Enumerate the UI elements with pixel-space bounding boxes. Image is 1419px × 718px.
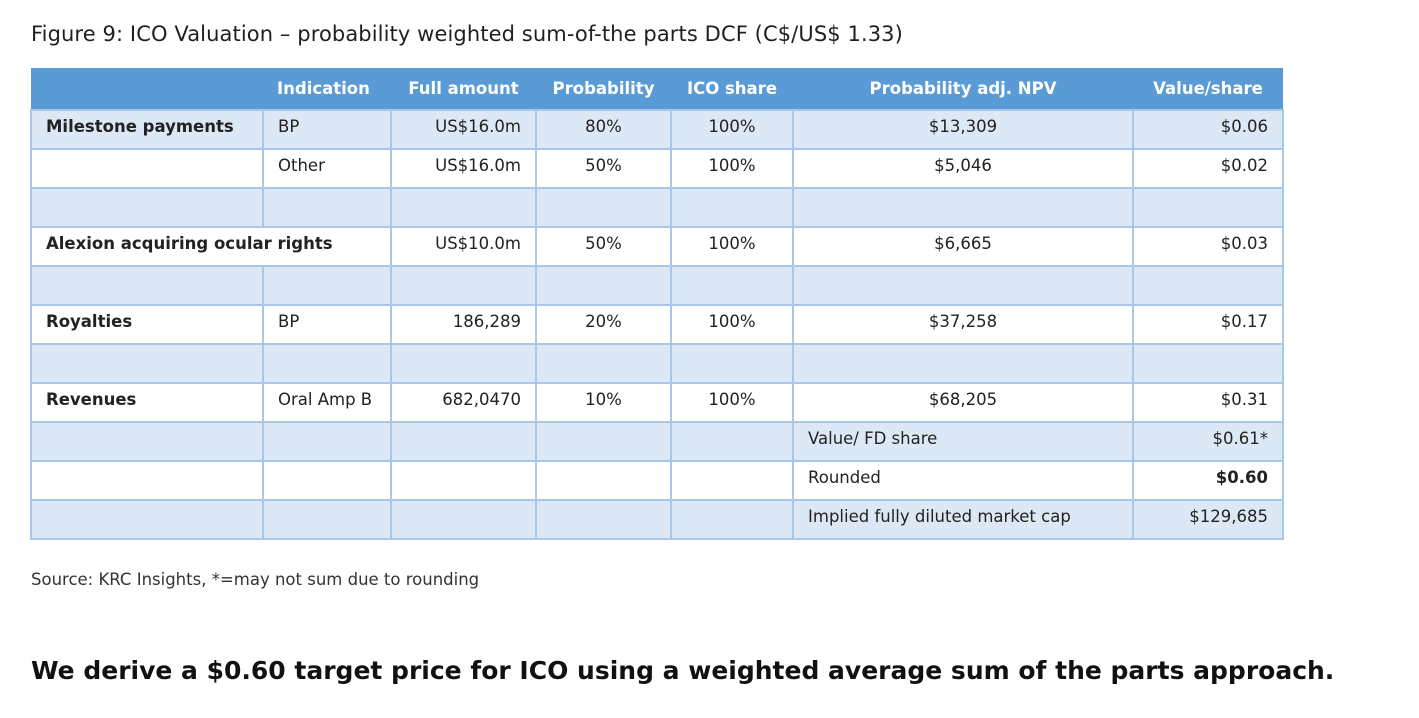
empty-cell: [390, 499, 537, 540]
empty-cell: [1132, 265, 1284, 306]
indication-cell: BP: [262, 109, 392, 150]
npv-cell: $5,046: [792, 148, 1134, 189]
rounded-value: $0.60: [1132, 460, 1284, 501]
row-label: [30, 148, 264, 189]
row-label: Royalties: [30, 304, 264, 345]
table-row: [30, 187, 1284, 228]
row-label: Alexion acquiring ocular rights: [30, 226, 392, 267]
source-note: Source: KRC Insights, *=may not sum due …: [31, 570, 480, 589]
probability-cell: 20%: [535, 304, 672, 345]
empty-cell: [670, 460, 794, 501]
header-prob-adj-npv: Probability adj. NPV: [793, 68, 1133, 111]
full-amount-cell: 682,0470: [390, 382, 537, 423]
row-label: Milestone payments: [30, 109, 264, 150]
probability-cell: 10%: [535, 382, 672, 423]
header-cell: [31, 68, 263, 111]
empty-cell: [390, 187, 537, 228]
value-share-cell: $0.02: [1132, 148, 1284, 189]
value-share-cell: $0.06: [1132, 109, 1284, 150]
empty-cell: [670, 187, 794, 228]
value-share-cell: $0.03: [1132, 226, 1284, 267]
empty-cell: [30, 187, 264, 228]
probability-cell: 50%: [535, 148, 672, 189]
empty-cell: [670, 265, 794, 306]
npv-cell: $13,309: [792, 109, 1134, 150]
table-row: Other US$16.0m 50% 100% $5,046 $0.02: [30, 148, 1284, 189]
npv-cell: $68,205: [792, 382, 1134, 423]
probability-cell: 50%: [535, 226, 672, 267]
conclusion-text: We derive a $0.60 target price for ICO u…: [31, 656, 1335, 685]
table-row: Revenues Oral Amp B 682,0470 10% 100% $6…: [30, 382, 1284, 423]
empty-cell: [792, 343, 1134, 384]
summary-label: Rounded: [792, 460, 1134, 501]
header-ico-share: ICO share: [671, 68, 793, 111]
market-cap-value: $129,685: [1132, 499, 1284, 540]
empty-cell: [30, 460, 264, 501]
empty-cell: [30, 499, 264, 540]
table-row: Alexion acquiring ocular rights US$10.0m…: [30, 226, 1284, 267]
ico-share-cell: 100%: [670, 148, 794, 189]
empty-cell: [390, 265, 537, 306]
value-fd-share: $0.61*: [1132, 421, 1284, 462]
empty-cell: [390, 460, 537, 501]
empty-cell: [792, 265, 1134, 306]
empty-cell: [262, 187, 392, 228]
empty-cell: [535, 421, 672, 462]
table-row: Milestone payments BP US$16.0m 80% 100% …: [30, 109, 1284, 150]
header-full-amount: Full amount: [391, 68, 536, 111]
empty-cell: [1132, 343, 1284, 384]
empty-cell: [262, 499, 392, 540]
summary-row: Implied fully diluted market cap $129,68…: [30, 499, 1284, 540]
empty-cell: [535, 265, 672, 306]
figure-title: Figure 9: ICO Valuation – probability we…: [31, 22, 903, 46]
empty-cell: [535, 499, 672, 540]
empty-cell: [30, 265, 264, 306]
empty-cell: [262, 265, 392, 306]
summary-row: Value/ FD share $0.61*: [30, 421, 1284, 462]
full-amount-cell: 186,289: [390, 304, 537, 345]
row-label: Revenues: [30, 382, 264, 423]
probability-cell: 80%: [535, 109, 672, 150]
full-amount-cell: US$16.0m: [390, 148, 537, 189]
ico-share-cell: 100%: [670, 382, 794, 423]
header-indication: Indication: [263, 68, 391, 111]
summary-row: Rounded $0.60: [30, 460, 1284, 501]
empty-cell: [670, 343, 794, 384]
header-value-share: Value/share: [1133, 68, 1283, 111]
empty-cell: [670, 421, 794, 462]
npv-cell: $37,258: [792, 304, 1134, 345]
summary-label: Value/ FD share: [792, 421, 1134, 462]
full-amount-cell: US$16.0m: [390, 109, 537, 150]
empty-cell: [30, 343, 264, 384]
indication-cell: BP: [262, 304, 392, 345]
empty-cell: [535, 460, 672, 501]
empty-cell: [262, 343, 392, 384]
full-amount-cell: US$10.0m: [390, 226, 537, 267]
indication-cell: Other: [262, 148, 392, 189]
table-row: Royalties BP 186,289 20% 100% $37,258 $0…: [30, 304, 1284, 345]
empty-cell: [670, 499, 794, 540]
indication-cell: Oral Amp B: [262, 382, 392, 423]
value-share-cell: $0.17: [1132, 304, 1284, 345]
table-row: [30, 265, 1284, 306]
empty-cell: [390, 343, 537, 384]
value-share-cell: $0.31: [1132, 382, 1284, 423]
table-row: [30, 343, 1284, 384]
empty-cell: [535, 187, 672, 228]
ico-share-cell: 100%: [670, 109, 794, 150]
header-probability: Probability: [536, 68, 671, 111]
empty-cell: [262, 421, 392, 462]
ico-share-cell: 100%: [670, 304, 794, 345]
empty-cell: [1132, 187, 1284, 228]
empty-cell: [535, 343, 672, 384]
ico-share-cell: 100%: [670, 226, 794, 267]
empty-cell: [30, 421, 264, 462]
npv-cell: $6,665: [792, 226, 1134, 267]
header-row: Indication Full amount Probability ICO s…: [31, 68, 1283, 111]
empty-cell: [390, 421, 537, 462]
summary-label: Implied fully diluted market cap: [792, 499, 1134, 540]
empty-cell: [792, 187, 1134, 228]
valuation-table: Indication Full amount Probability ICO s…: [30, 68, 1284, 540]
empty-cell: [262, 460, 392, 501]
